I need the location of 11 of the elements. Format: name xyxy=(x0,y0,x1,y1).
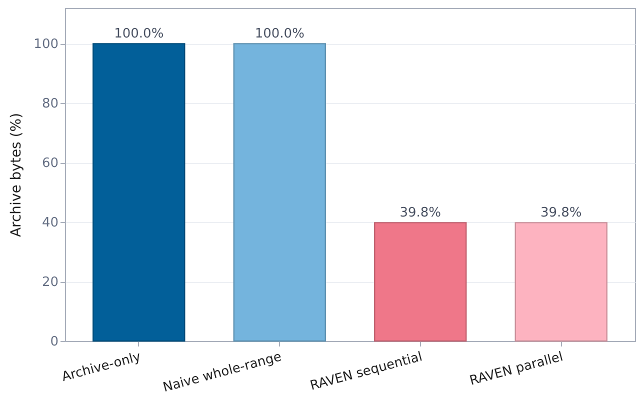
y-tick-label: 60 xyxy=(42,156,58,172)
data-label: 39.8% xyxy=(540,206,582,221)
y-tick-label: 0 xyxy=(50,334,58,350)
y-tick-label: 80 xyxy=(42,96,58,112)
data-label: 100.0% xyxy=(254,26,304,42)
y-tick-label: 20 xyxy=(42,275,58,290)
y-tick-label: 40 xyxy=(42,216,58,231)
data-label: 39.8% xyxy=(400,206,442,221)
y-axis-title: Archive bytes (%) xyxy=(8,112,25,238)
data-label: 100.0% xyxy=(114,26,164,42)
y-tick-label: 100 xyxy=(34,37,58,52)
